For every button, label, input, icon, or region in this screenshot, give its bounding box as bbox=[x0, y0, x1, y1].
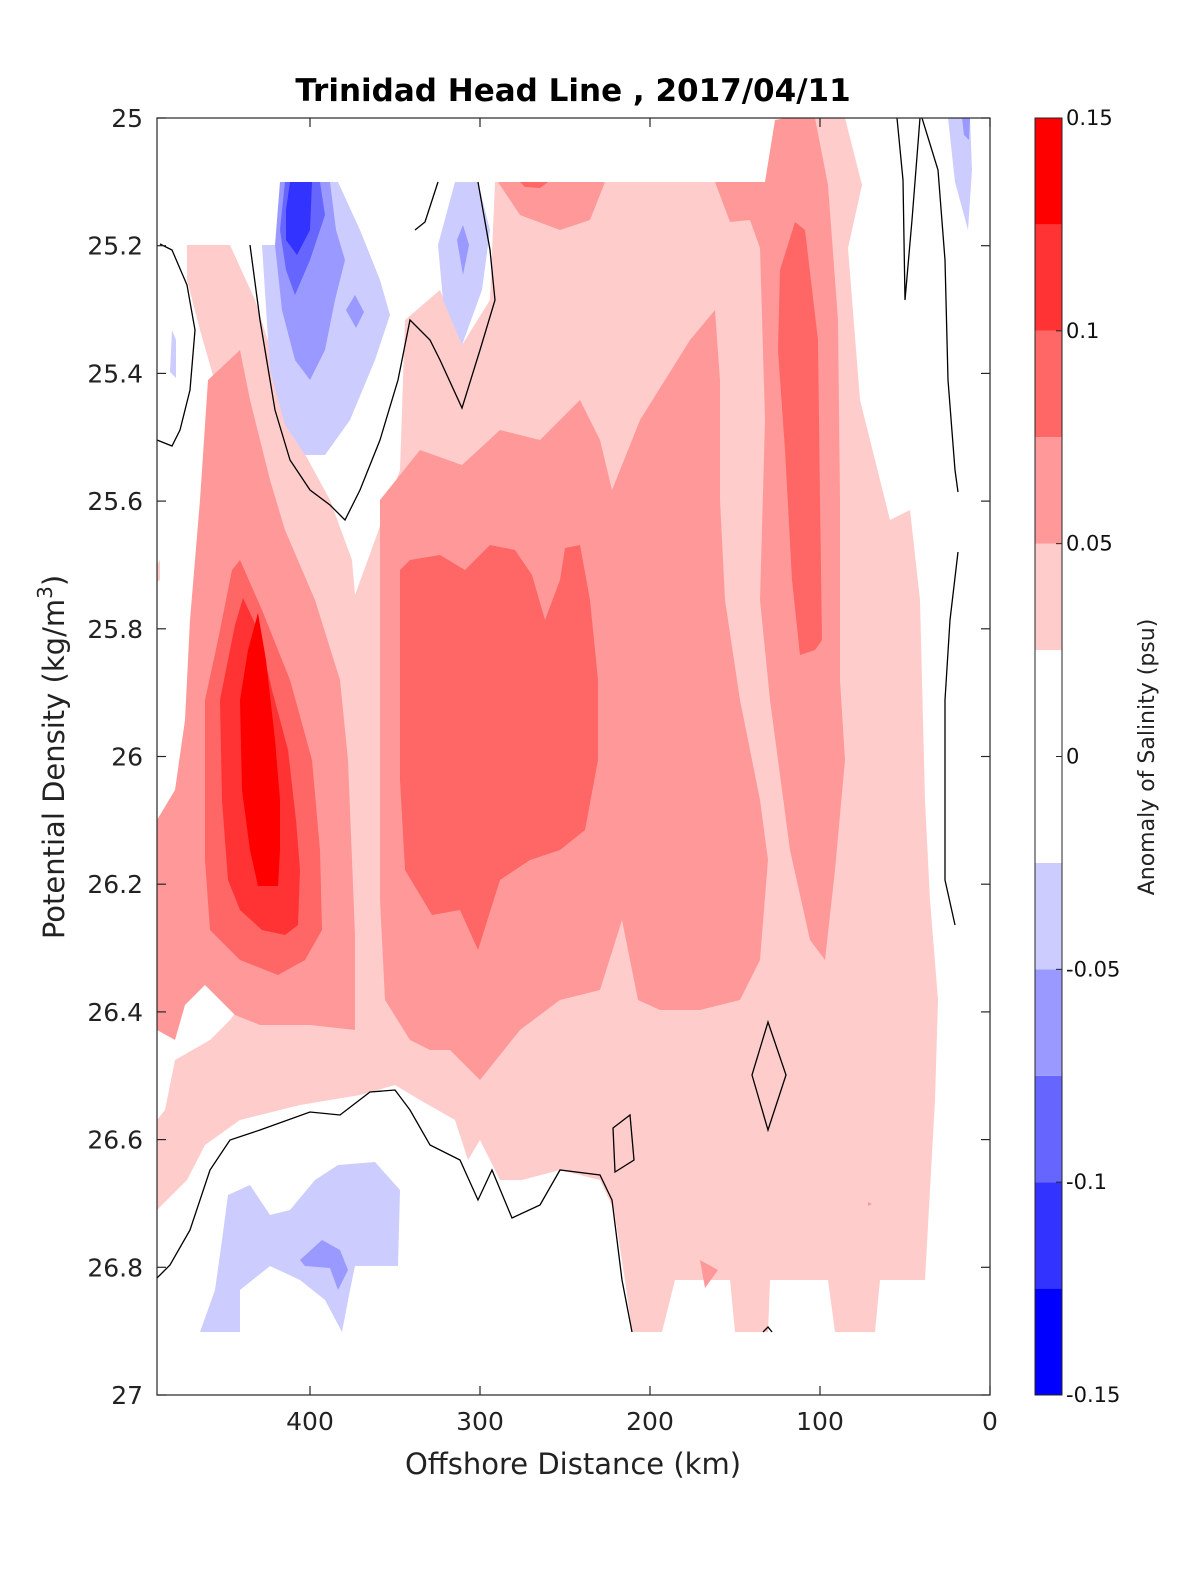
colorbar-band bbox=[1035, 1288, 1062, 1395]
colorbar-band bbox=[1035, 224, 1062, 331]
colorbar: 0.15 0.1 0.05 0 -0.05 -0.1 -0.15 Anomaly of Sa… bbox=[1034, 106, 1160, 1407]
axis-ticks: 400 300 200 100 0 25 25.2 25.4 25.6 25.8 26 26.2 26.… bbox=[87, 104, 998, 1436]
zero-contour-line-deep bbox=[156, 1089, 633, 1333]
x-tick-label: 200 bbox=[626, 1407, 674, 1436]
contour-fill-pink-dot bbox=[868, 1202, 872, 1206]
colorbar-ticks: 0.15 0.1 0.05 0 -0.05 -0.1 -0.15 bbox=[1056, 106, 1120, 1407]
contour-fill-salmon-top bbox=[520, 182, 548, 188]
contour-fill-salmon-nearshore bbox=[778, 222, 822, 655]
zero-contour-line-stub bbox=[414, 181, 439, 231]
x-tick-label: 100 bbox=[796, 1407, 844, 1436]
y-axis-label-close: ) bbox=[37, 575, 71, 586]
y-axis-label: Potential Density (kg/m3) bbox=[33, 575, 71, 939]
colorbar-band bbox=[1035, 969, 1062, 1076]
y-tick-label: 26.2 bbox=[87, 870, 143, 899]
zero-contour-line-diamond bbox=[751, 1019, 787, 1133]
x-axis-label: Offshore Distance (km) bbox=[405, 1447, 741, 1481]
colorbar-band bbox=[1035, 1182, 1062, 1289]
colorbar-tick-label: 0.1 bbox=[1066, 319, 1099, 343]
colorbar-band bbox=[1035, 1075, 1062, 1183]
contour-fill-blue-mid bbox=[457, 225, 469, 275]
y-tick-label: 26 bbox=[111, 743, 143, 772]
zero-contour-line-right-c bbox=[944, 551, 959, 926]
x-tick-label: 300 bbox=[456, 1407, 504, 1436]
zero-contour-lines bbox=[156, 117, 959, 1333]
y-tick-label: 25.2 bbox=[87, 232, 143, 261]
colorbar-label: Anomaly of Salinity (psu) bbox=[1135, 619, 1160, 896]
contour-fill-salmon-mid bbox=[400, 545, 598, 950]
x-tick-label: 400 bbox=[286, 1407, 334, 1436]
y-tick-label: 27 bbox=[111, 1381, 143, 1410]
contour-fill-blue-deep bbox=[300, 1240, 348, 1290]
contour-fill-pink-small bbox=[700, 1260, 718, 1288]
y-tick-label: 26.6 bbox=[87, 1126, 143, 1155]
colorbar-band bbox=[1035, 330, 1062, 438]
contour-level-bright-red bbox=[240, 613, 280, 886]
contour-fill-blue-right bbox=[962, 118, 970, 140]
contour-fill-blue-small bbox=[346, 295, 364, 328]
zero-contour-line-upper-left bbox=[156, 243, 196, 447]
colorbar-tick-label: 0 bbox=[1066, 745, 1079, 769]
zero-contour-line-small-loop bbox=[612, 1113, 635, 1174]
contour-fill-light-blue-edge bbox=[170, 330, 176, 378]
zero-contour-line-right-a bbox=[896, 117, 921, 301]
y-tick-label: 25 bbox=[111, 104, 143, 133]
plot-area: 400 300 200 100 0 25 25.2 25.4 25.6 25.8 26 26.2 26.… bbox=[87, 104, 998, 1436]
y-tick-label: 25.4 bbox=[87, 359, 143, 388]
contour-fill-light-blue-right bbox=[948, 118, 972, 230]
y-tick-label: 25.6 bbox=[87, 487, 143, 516]
zero-contour-line-upper-middle bbox=[249, 181, 496, 522]
zero-contour-line-right-b bbox=[921, 117, 959, 493]
y-axis-label-superscript: 3 bbox=[33, 586, 57, 599]
contour-fill-dark-blue-upper bbox=[286, 182, 312, 255]
contour-fill-pink-left-edge bbox=[157, 560, 160, 582]
filled-contours bbox=[157, 118, 972, 1332]
contour-fill-bright-red-core bbox=[240, 613, 280, 886]
colorbar-tick-label: 0.05 bbox=[1066, 532, 1113, 556]
x-tick-label: 0 bbox=[982, 1407, 998, 1436]
colorbar-band bbox=[1035, 543, 1062, 651]
colorbar-bands bbox=[1035, 118, 1062, 1395]
colorbar-tick-label: 0.15 bbox=[1066, 106, 1113, 130]
contour-fill-light-blue-deep bbox=[200, 1162, 400, 1332]
colorbar-band bbox=[1035, 118, 1062, 225]
zero-contour-line-tiny bbox=[762, 1326, 773, 1333]
y-tick-label: 25.8 bbox=[87, 615, 143, 644]
colorbar-band bbox=[1035, 862, 1062, 970]
y-tick-label: 26.4 bbox=[87, 998, 143, 1027]
colorbar-tick-label: -0.05 bbox=[1066, 957, 1120, 981]
y-tick-label: 26.8 bbox=[87, 1253, 143, 1282]
chart-title: Trinidad Head Line , 2017/04/11 bbox=[295, 73, 850, 109]
colorbar-tick-label: -0.1 bbox=[1066, 1170, 1107, 1194]
y-axis-label-base: Potential Density (kg/m bbox=[37, 599, 71, 939]
contour-fill-pink-top bbox=[498, 182, 605, 230]
colorbar-band bbox=[1035, 437, 1062, 544]
colorbar-tick-label: -0.15 bbox=[1066, 1383, 1120, 1407]
contour-level-dark-blue bbox=[286, 182, 312, 255]
